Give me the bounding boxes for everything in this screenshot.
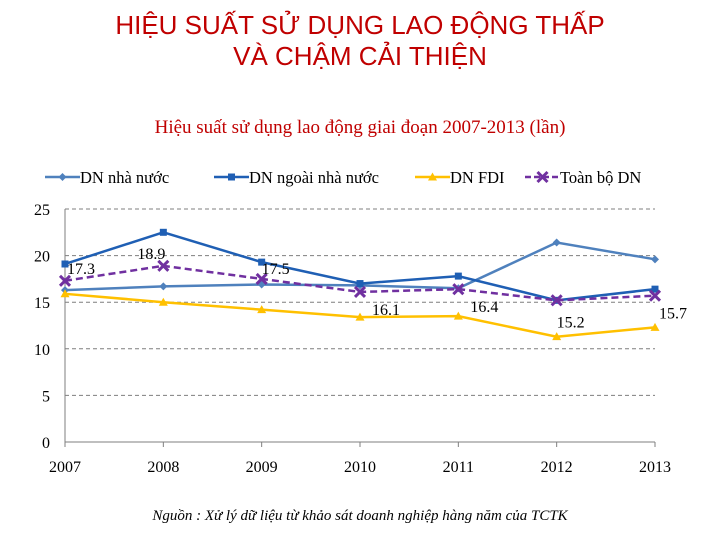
data-point-3 — [257, 305, 267, 314]
y-tick-label: 20 — [34, 249, 50, 266]
y-tick-label: 15 — [34, 295, 50, 312]
legend-label-2: DN ngoài nhà nước — [249, 168, 379, 187]
data-label: 16.4 — [470, 299, 498, 316]
data-point-2 — [356, 280, 364, 288]
y-tick-label: 0 — [42, 435, 50, 452]
data-label: 15.7 — [659, 306, 687, 323]
legend-marker-1 — [58, 173, 67, 181]
y-tick-label: 25 — [34, 202, 50, 219]
data-point-2 — [61, 260, 69, 268]
data-point-3 — [650, 322, 660, 331]
data-point-4 — [648, 289, 662, 302]
slide-title: HIỆU SUẤT SỬ DỤNG LAO ĐỘNG THẤP VÀ CHẬM … — [0, 10, 720, 72]
data-point-4 — [550, 294, 563, 307]
x-tick-label: 2011 — [443, 459, 474, 476]
data-point-4 — [353, 285, 367, 299]
x-tick-label: 2012 — [541, 459, 573, 476]
data-point-1 — [651, 255, 659, 264]
legend-marker-3 — [428, 172, 437, 181]
data-point-4 — [157, 259, 170, 272]
data-label: 15.2 — [557, 314, 585, 331]
legend-marker-2 — [228, 173, 235, 181]
x-tick-label: 2013 — [639, 459, 671, 476]
data-point-1 — [159, 282, 168, 291]
data-point-2 — [454, 272, 462, 280]
data-label: 17.5 — [262, 261, 290, 278]
data-point-2 — [651, 285, 659, 293]
data-point-4 — [452, 283, 465, 296]
y-tick-label: 5 — [42, 388, 50, 405]
data-label: 16.1 — [372, 302, 400, 319]
data-point-1 — [552, 238, 561, 247]
data-point-4 — [255, 272, 268, 285]
x-tick-label: 2010 — [344, 459, 376, 476]
slide-title-line-2: VÀ CHẬM CẢI THIỆN — [233, 41, 487, 71]
data-label: 17.3 — [67, 261, 95, 278]
slide-title-line-1: HIỆU SUẤT SỬ DỤNG LAO ĐỘNG THẤP — [115, 10, 605, 40]
legend-label-4: Toàn bộ DN — [560, 168, 641, 187]
x-tick-label: 2008 — [147, 459, 179, 476]
data-point-3 — [355, 312, 365, 321]
source-note: Nguồn : Xử lý dữ liệu từ khảo sát doanh … — [152, 508, 568, 524]
data-point-3 — [453, 311, 463, 320]
legend-label-3: DN FDI — [450, 168, 505, 187]
data-label: 18.9 — [137, 246, 165, 263]
x-tick-label: 2009 — [246, 459, 278, 476]
legend-marker-4 — [536, 170, 549, 184]
legend-label-1: DN nhà nước — [80, 168, 169, 187]
chart-title: Hiệu suất sử dụng lao động giai đoạn 200… — [155, 117, 566, 138]
data-point-3 — [60, 289, 70, 298]
data-point-4 — [58, 274, 72, 287]
data-point-2 — [258, 258, 266, 266]
x-tick-label: 2007 — [49, 459, 81, 476]
y-tick-label: 10 — [34, 342, 50, 359]
data-point-3 — [552, 332, 562, 341]
data-point-3 — [158, 297, 168, 306]
data-point-2 — [159, 228, 167, 236]
